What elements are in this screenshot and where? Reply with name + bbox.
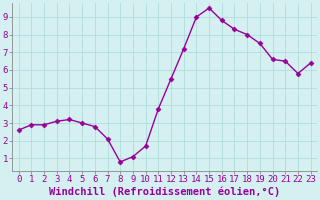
X-axis label: Windchill (Refroidissement éolien,°C): Windchill (Refroidissement éolien,°C) xyxy=(49,187,280,197)
